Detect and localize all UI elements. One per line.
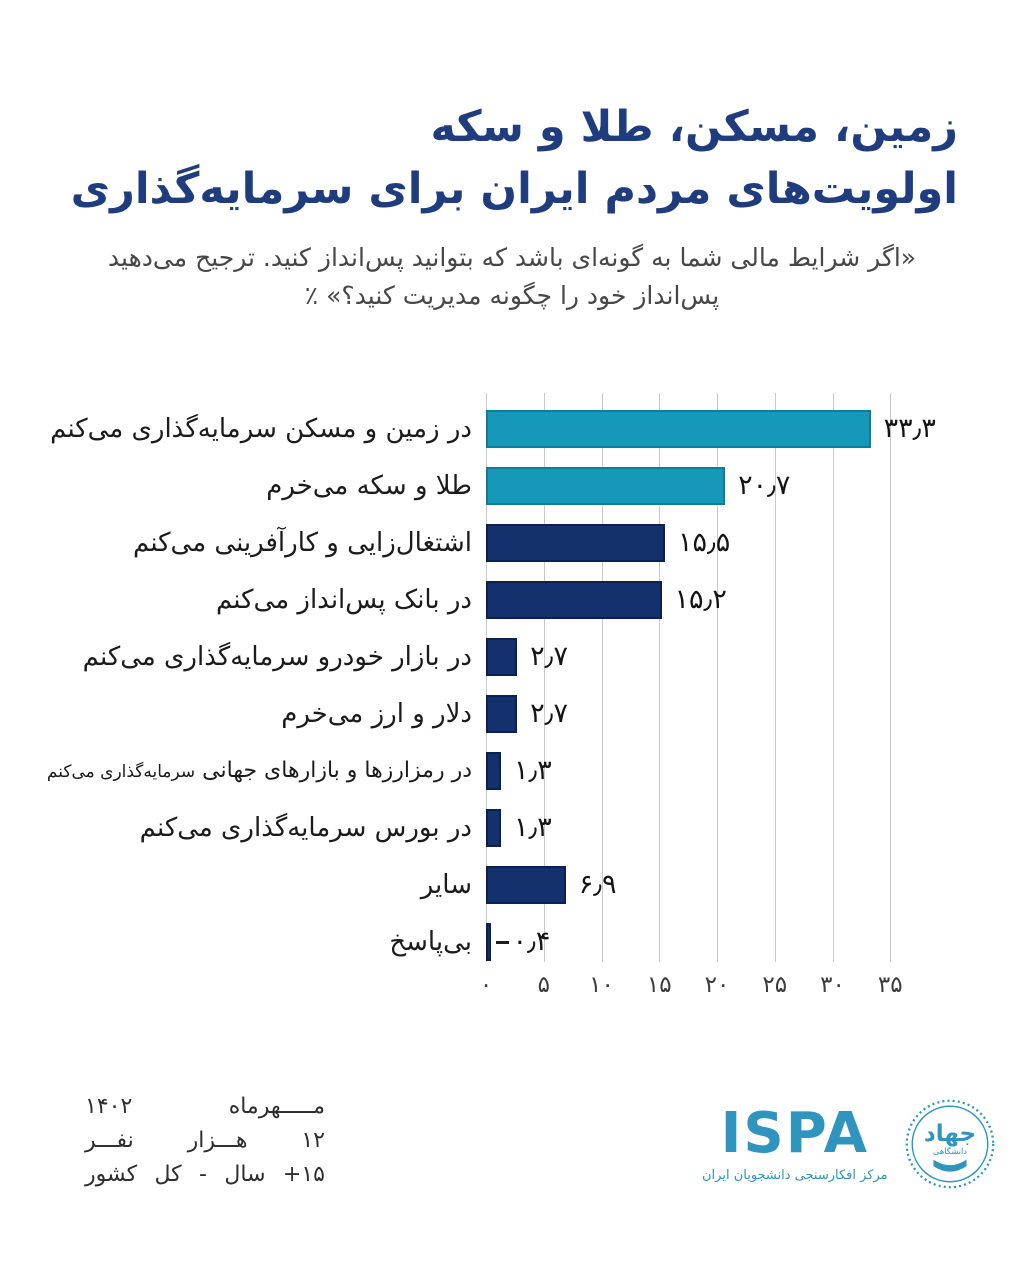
value-label: ۲٫۷ <box>530 641 568 672</box>
meta-date: مـــــهرماه ۱۴۰۲ <box>85 1094 325 1119</box>
bar <box>486 581 662 619</box>
emblem-text-sub: دانشگاهی <box>933 1146 967 1156</box>
category-label: سایر <box>420 870 472 900</box>
value-label: ۲۰٫۷ <box>738 470 791 501</box>
gridline <box>601 393 603 962</box>
bar <box>486 923 491 961</box>
category-label: در بورس سرمایه‌گذاری می‌کنم <box>139 813 472 843</box>
x-tick-label: ۳۰ <box>820 972 845 998</box>
category-label: طلا و سکه می‌خرم <box>266 471 472 501</box>
value-label: ۱۵٫۵ <box>678 527 731 558</box>
gridline <box>890 393 892 962</box>
title-line-1: زمین، مسکن، طلا و سکه <box>430 101 958 152</box>
title-line-2: اولویت‌های مردم ایران برای سرمایه‌گذاری <box>70 163 958 214</box>
ispa-brand: ISPA مرکز افکارسنجی دانشجویان ایران جهاد… <box>702 1098 996 1190</box>
x-tick-label: ۰ <box>479 972 493 998</box>
gridline <box>832 393 834 962</box>
survey-meta: مـــــهرماه ۱۴۰۲ ۱۲ هـــزار نفـــر ۱۵+ س… <box>85 1090 325 1192</box>
bar <box>486 410 871 448</box>
x-tick-label: ۲۰ <box>704 972 730 998</box>
value-label: ۳۳٫۳ <box>883 413 936 444</box>
category-label: در بانک پس‌انداز می‌کنم <box>216 585 472 615</box>
x-tick-label: ۲۵ <box>762 972 788 998</box>
gridline <box>486 393 487 962</box>
ispa-name: ISPA <box>720 1100 869 1166</box>
value-label: ۱۵٫۲ <box>674 584 727 615</box>
value-label: ۲٫۷ <box>530 698 568 729</box>
x-tick-label: ۳۵ <box>877 972 903 998</box>
emblem-book-shape <box>933 1159 967 1172</box>
category-label: در بازار خودرو سرمایه‌گذاری می‌کنم <box>82 642 472 672</box>
page-title: زمین، مسکن، طلا و سکه اولویت‌های مردم ای… <box>71 97 958 221</box>
x-tick-label: ۱۵ <box>646 972 672 998</box>
bar <box>486 467 726 505</box>
value-label: ۰٫۴ <box>512 926 551 957</box>
meta-coverage: ۱۵+ سال - کل کشور <box>85 1162 325 1187</box>
gridline <box>774 393 776 962</box>
category-label: در رمزارزها و بازارهای جهانی سرمایه‌گذار… <box>46 758 472 783</box>
bar <box>486 809 501 847</box>
gridline <box>717 393 718 962</box>
bar <box>486 752 501 790</box>
bar <box>486 638 518 676</box>
x-tick-label: ۵ <box>537 972 550 998</box>
x-tick-label: ۱۰ <box>589 972 614 998</box>
emblem-text-main: جهاد <box>923 1121 975 1147</box>
value-label: ۱٫۳ <box>514 755 552 786</box>
value-label: ۶٫۹ <box>578 869 617 900</box>
gridline <box>659 393 661 962</box>
jahad-daneshgahi-emblem-icon: جهاد دانشگاهی <box>905 1099 994 1189</box>
category-label: اشتغال‌زایی و کارآفرینی می‌کنم <box>133 528 472 558</box>
gridline <box>543 393 545 962</box>
bar <box>486 524 666 562</box>
value-callout-line <box>495 941 509 944</box>
ispa-wordmark: ISPA مرکز افکارسنجی دانشجویان ایران <box>702 1100 888 1183</box>
ispa-subtitle: مرکز افکارسنجی دانشجویان ایران <box>702 1167 888 1183</box>
value-label: ۱٫۳ <box>514 812 552 843</box>
meta-sample-size: ۱۲ هـــزار نفـــر <box>85 1128 325 1153</box>
category-label-small: سرمایه‌گذاری می‌کنم <box>46 762 196 782</box>
survey-question: «اگر شرایط مالی شما به گونه‌ای باشد که ب… <box>107 243 917 310</box>
category-label: دلار و ارز می‌خرم <box>281 699 472 729</box>
category-label: در زمین و مسکن سرمایه‌گذاری می‌کنم <box>50 414 472 444</box>
bar <box>486 695 518 733</box>
category-label: بی‌پاسخ <box>389 927 472 957</box>
bar <box>486 866 566 904</box>
